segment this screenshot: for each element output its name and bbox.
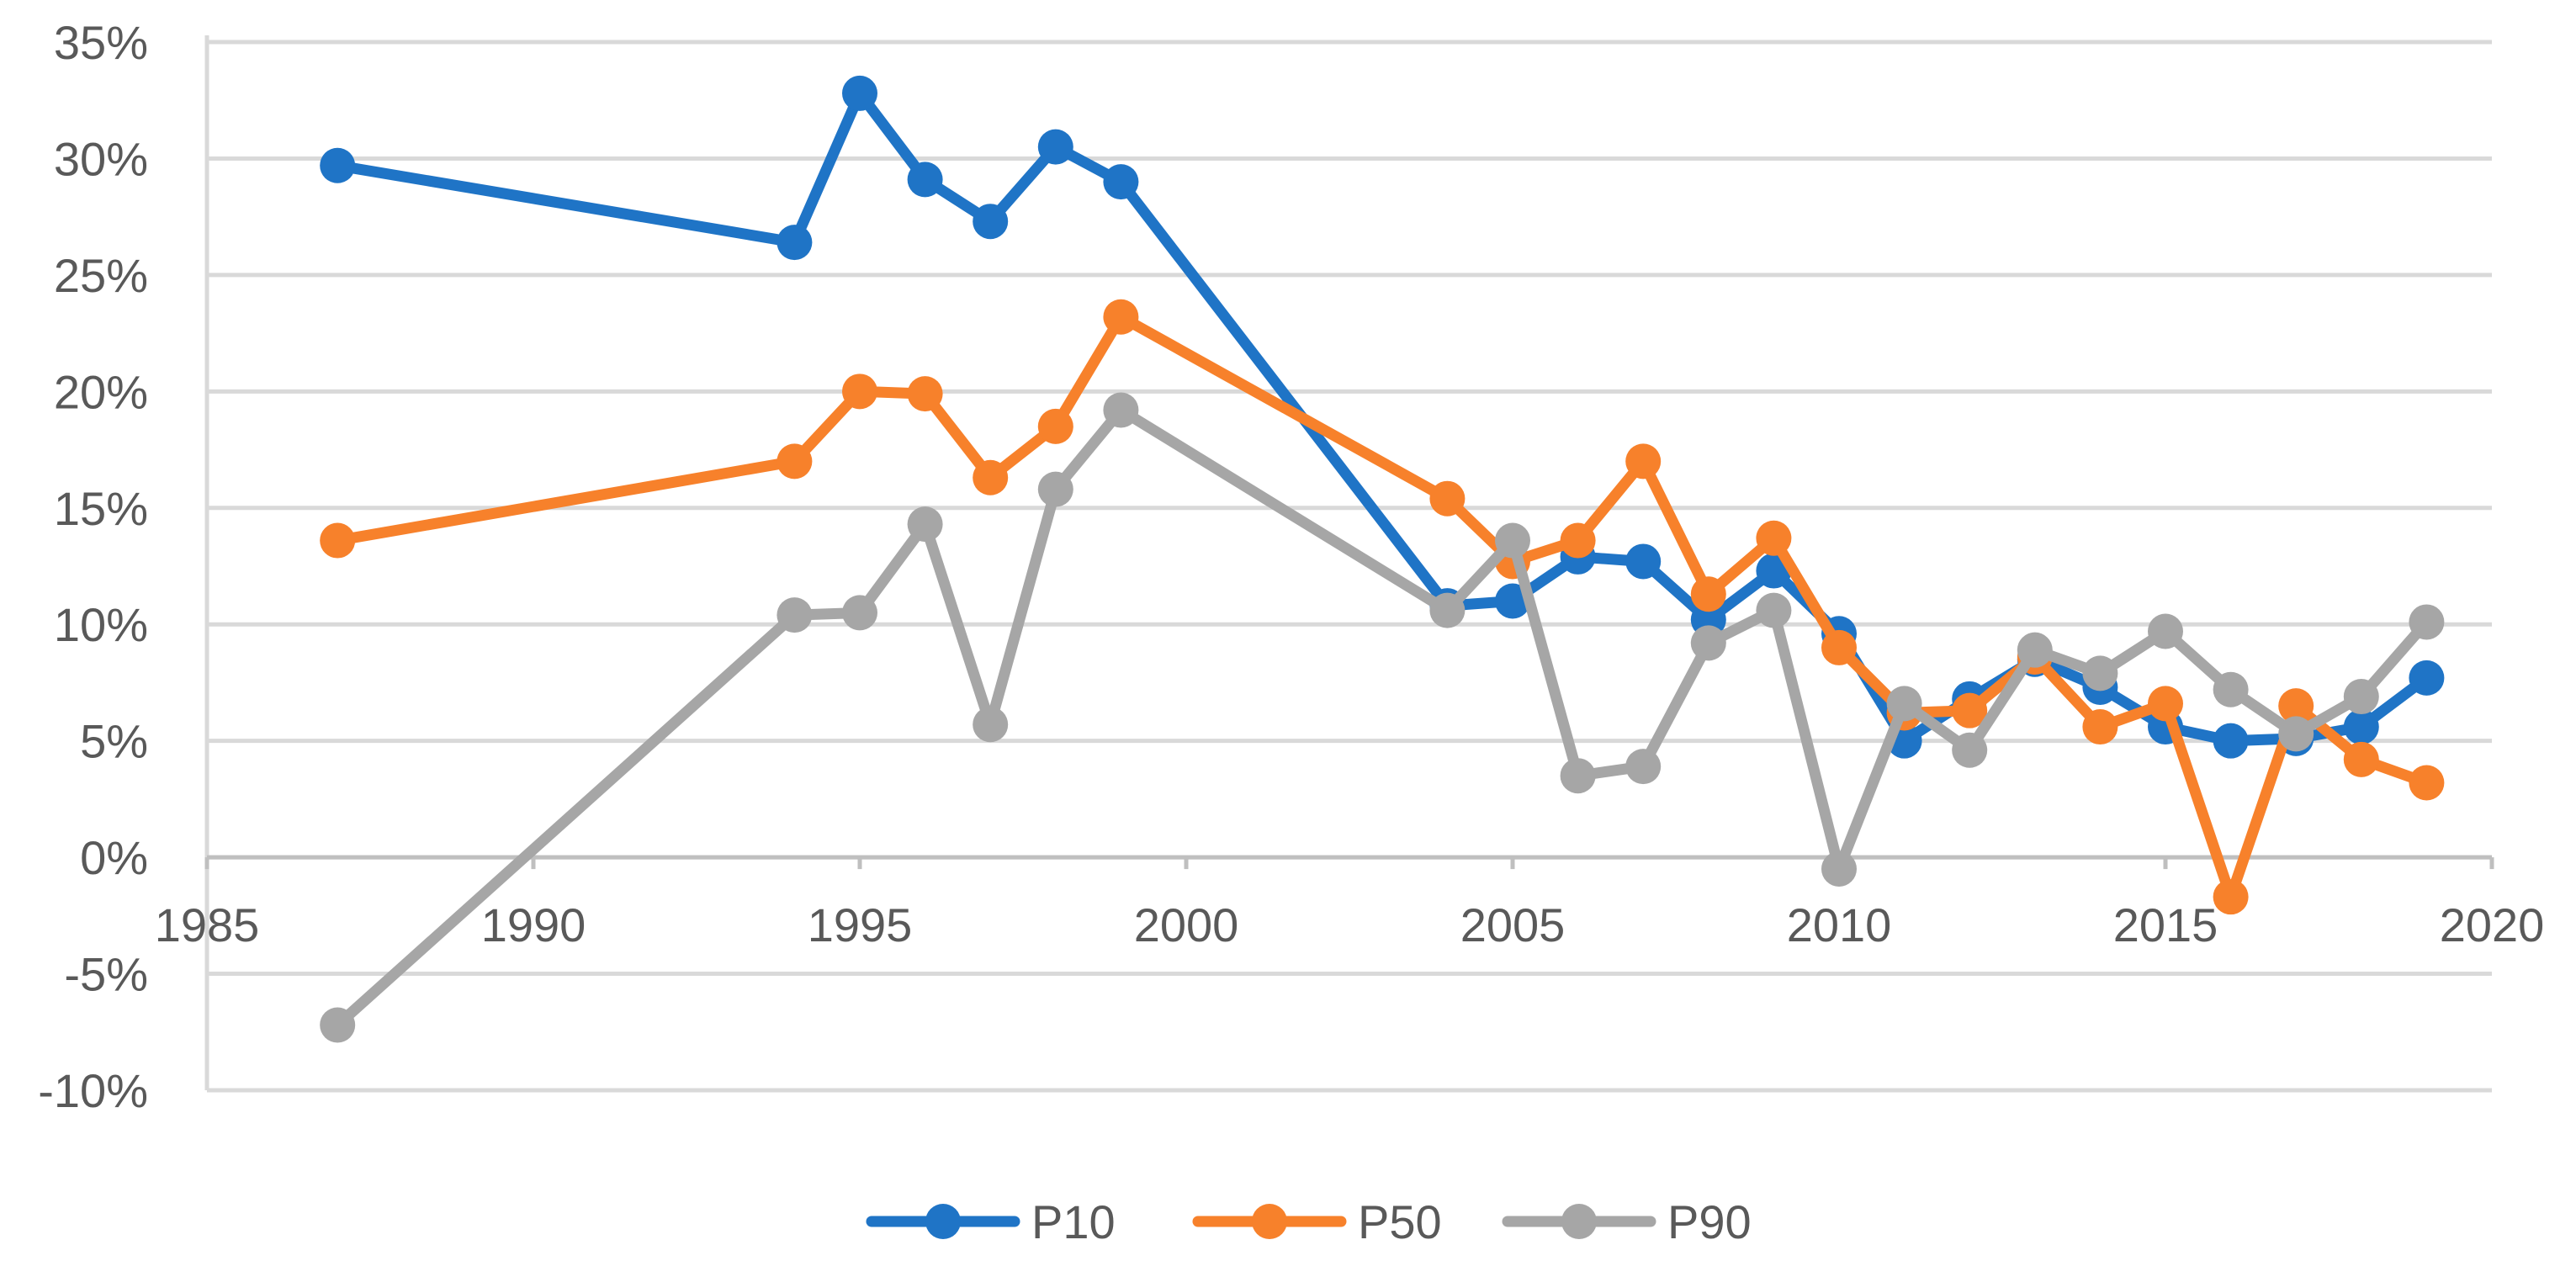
legend-label: P10: [1031, 1195, 1116, 1248]
data-point-p50: [1429, 480, 1466, 517]
data-point-p50: [973, 459, 1009, 495]
data-point-p50: [777, 443, 813, 479]
data-point-p10: [1625, 543, 1662, 580]
data-point-p90: [1952, 732, 1988, 768]
data-point-p10: [2409, 660, 2445, 696]
data-point-p90: [320, 1007, 356, 1043]
y-tick-label: 15%: [54, 482, 148, 535]
y-tick-label: 20%: [54, 365, 148, 418]
y-tick-label: -5%: [64, 948, 148, 1001]
legend-swatch-marker: [1561, 1204, 1597, 1239]
x-tick-label: 2010: [1787, 898, 1892, 951]
data-point-p90: [1690, 625, 1726, 661]
legend-label: P90: [1667, 1195, 1752, 1248]
data-point-p90: [2278, 716, 2314, 752]
data-point-p90: [1495, 522, 1530, 559]
data-point-p50: [1103, 299, 1139, 335]
data-point-p90: [2017, 632, 2053, 668]
data-point-p90: [1886, 686, 1922, 722]
data-point-p90: [973, 707, 1009, 743]
data-point-p50: [842, 374, 877, 410]
data-point-p90: [907, 506, 943, 543]
y-tick-label: 35%: [54, 16, 148, 69]
data-point-p50: [2343, 741, 2379, 777]
data-point-p50: [1756, 520, 1792, 556]
data-point-p10: [973, 204, 1009, 240]
data-point-p10: [777, 225, 813, 261]
data-point-p90: [2148, 613, 2183, 649]
data-point-p50: [2278, 688, 2314, 724]
data-point-p90: [842, 595, 877, 631]
data-point-p50: [1037, 408, 1073, 444]
data-point-p50: [1952, 692, 1988, 729]
legend-swatch-marker: [925, 1204, 961, 1239]
series-layer: [320, 75, 2445, 1043]
series-p90: [320, 392, 2445, 1043]
data-point-p90: [2213, 671, 2249, 707]
legend-item-p90: P90: [1502, 1195, 1752, 1248]
data-point-p90: [1821, 850, 1857, 887]
legend-swatch-marker: [1252, 1204, 1287, 1239]
x-tick-label: 2000: [1134, 898, 1239, 951]
y-tick-label: 5%: [80, 715, 148, 768]
y-tick-label: 30%: [54, 132, 148, 185]
data-point-p90: [1625, 749, 1662, 785]
data-point-p50: [2082, 709, 2118, 745]
x-tick-label: 1990: [481, 898, 586, 951]
data-point-p10: [842, 75, 877, 111]
data-point-p10: [2213, 723, 2249, 759]
x-tick-label: 1995: [808, 898, 913, 951]
data-point-p50: [907, 376, 943, 412]
data-point-p10: [320, 147, 356, 183]
data-point-p90: [777, 597, 813, 633]
y-tick-label: 0%: [80, 831, 148, 884]
legend-item-p10: P10: [866, 1195, 1116, 1248]
x-tick-label: 2015: [2113, 898, 2218, 951]
y-tick-label: 25%: [54, 249, 148, 302]
data-point-p50: [1690, 576, 1726, 612]
series-line-p10: [331, 87, 2432, 747]
data-point-p90: [1756, 592, 1792, 628]
data-point-p50: [2148, 686, 2183, 722]
data-point-p90: [1560, 758, 1596, 794]
data-point-p10: [2343, 709, 2379, 745]
data-point-p50: [1560, 522, 1596, 559]
data-point-p90: [2082, 655, 2118, 691]
data-point-p50: [1625, 443, 1662, 479]
data-point-p10: [907, 162, 943, 198]
axes: -10% -5% 0% 5% 10% 15% 20% 25% 30% 35% 1985 1990 199…: [38, 16, 2544, 1117]
data-point-p90: [2409, 604, 2445, 640]
y-tick-label: -10%: [38, 1064, 148, 1117]
legend-item-p50: P50: [1192, 1195, 1442, 1248]
data-point-p50: [2409, 765, 2445, 801]
data-point-p90: [1103, 392, 1139, 428]
data-point-p90: [2343, 679, 2379, 715]
data-point-p90: [1429, 592, 1466, 628]
series-line-p50: [331, 311, 2432, 903]
data-point-p50: [1821, 629, 1857, 665]
data-point-p50: [2213, 879, 2249, 915]
data-point-p10: [1037, 129, 1073, 165]
data-point-p50: [320, 522, 356, 559]
x-tick-label: 2020: [2440, 898, 2545, 951]
x-tick-label: 2005: [1460, 898, 1566, 951]
legend: P10 P50 P90: [866, 1195, 1752, 1248]
y-tick-label: 10%: [54, 598, 148, 651]
data-point-p90: [1037, 471, 1073, 507]
x-tick-label: 1985: [155, 898, 260, 951]
legend-label: P50: [1358, 1195, 1442, 1248]
data-point-p10: [1103, 164, 1139, 200]
